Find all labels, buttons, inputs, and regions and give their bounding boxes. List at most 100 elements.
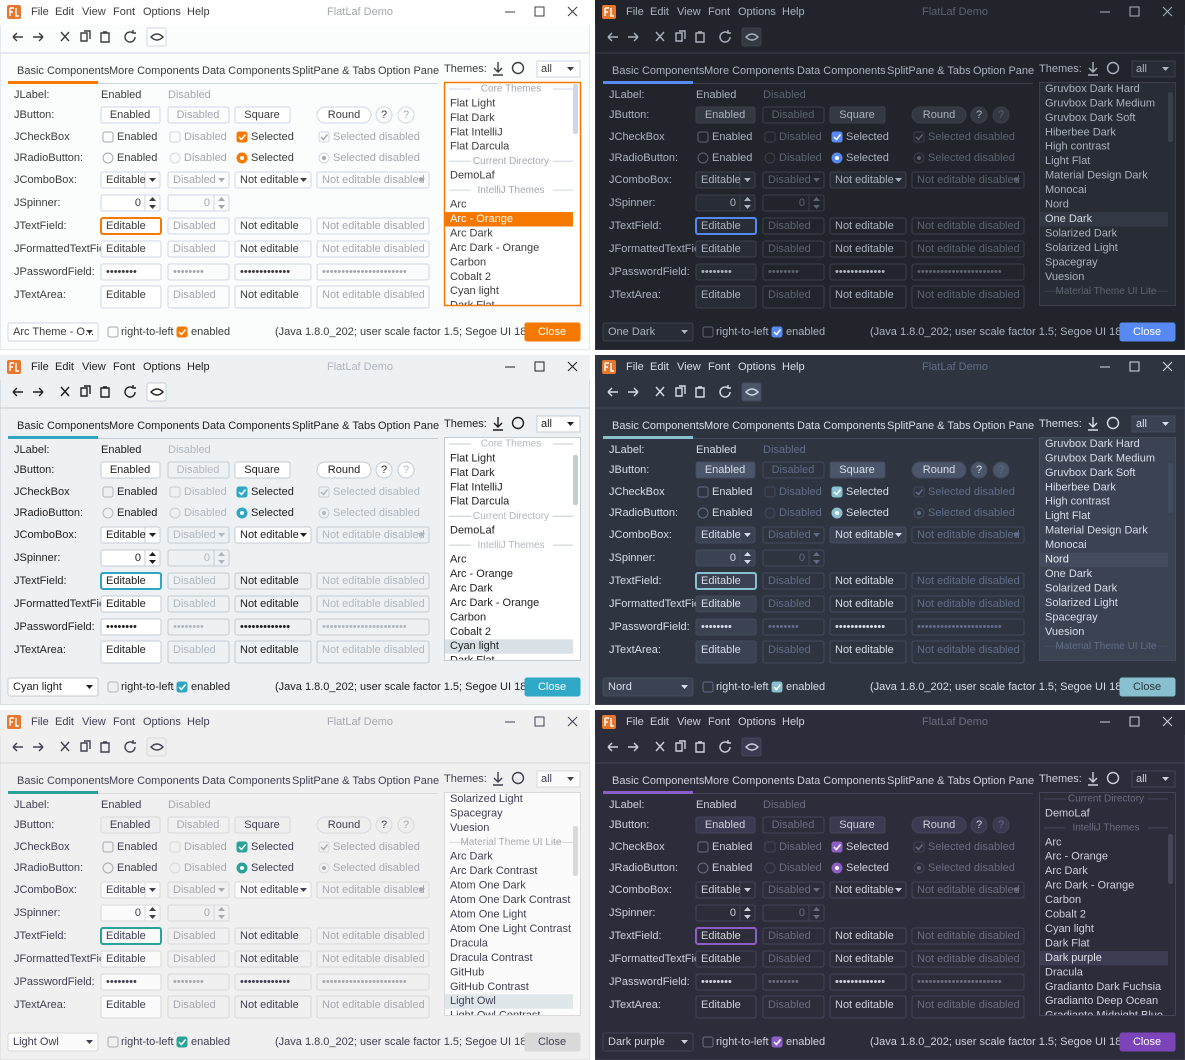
combo-text[interactable]: Not editable [835,884,894,896]
list-item[interactable]: Monocai [1045,184,1087,196]
close-button-text[interactable]: Close [538,1036,566,1048]
close-button-text[interactable]: Close [1133,681,1161,693]
list-item[interactable]: Carbon [1045,894,1081,906]
list-item[interactable]: Dracula [1045,966,1084,978]
list-item[interactable]: Vuesion [1045,271,1084,283]
checkbox-label[interactable]: Selected [251,486,294,498]
list-item[interactable]: Light Owl [450,995,496,1007]
spinner-value[interactable]: 0 [730,552,736,564]
list-item[interactable]: Hiberbee Dark [1045,126,1116,138]
list-item[interactable]: Solarized Light [450,793,523,805]
list-item[interactable]: Spacegray [1045,256,1098,268]
checkbox-label[interactable]: Enabled [712,841,752,853]
list-item[interactable]: Flat IntelliJ [450,481,503,493]
formatted-text-field-text[interactable]: Editable [106,598,146,610]
list-item[interactable]: Flat IntelliJ [450,126,503,138]
menu-item[interactable]: File [31,6,49,18]
spinner[interactable] [101,195,160,211]
list-item[interactable]: Gruvbox Dark Hard [1045,83,1140,95]
list-item[interactable]: Flat Dark [450,112,495,124]
list-item[interactable]: Dracula [450,937,489,949]
list-item[interactable]: Arc Dark - Orange [450,242,539,254]
list-item[interactable]: DemoLaf [1045,807,1091,819]
theme-combo-value[interactable]: Dark purple [608,1036,665,1048]
menu-item[interactable]: Help [782,716,805,728]
button-text[interactable]: Square [839,109,874,121]
menu-item[interactable]: View [82,6,106,18]
list-item[interactable]: Vuesion [1045,626,1084,638]
button-text[interactable]: Square [244,819,279,831]
tab[interactable]: Data Components [202,775,291,787]
menu-item[interactable]: Font [113,361,135,373]
list-item[interactable]: Flat Light [450,97,495,109]
text-field-text[interactable]: Editable [701,930,741,942]
list-item[interactable]: Gruvbox Dark Soft [1045,467,1135,479]
checkbox-label[interactable]: right-to-left [716,681,769,693]
radio-label[interactable]: Enabled [117,862,157,874]
tab[interactable]: Option Pane [378,775,439,787]
menu-item[interactable]: Font [113,716,135,728]
button-text[interactable]: Round [923,109,955,121]
spinner[interactable] [696,195,755,211]
checkbox[interactable] [177,682,187,692]
menu-item[interactable]: Options [738,6,776,18]
tab[interactable]: SplitPane & Tabs [887,420,971,432]
menu-item[interactable]: Edit [55,6,74,18]
list-item[interactable]: Arc Dark [450,582,493,594]
help-text[interactable]: ? [403,819,409,831]
tab[interactable]: Option Pane [973,65,1034,77]
checkbox-label[interactable]: right-to-left [121,1036,174,1048]
tab[interactable]: Basic Components [612,65,705,77]
list-item[interactable]: Flat Darcula [450,496,510,508]
combo-text[interactable]: Not editable [835,174,894,186]
tab[interactable]: Data Components [797,775,886,787]
radio-label[interactable]: Selected [846,507,889,519]
button-text[interactable]: Enabled [705,109,745,121]
checkbox-label[interactable]: right-to-left [121,326,174,338]
button-text[interactable]: Square [244,109,279,121]
menu-item[interactable]: Help [782,6,805,18]
menu-item[interactable]: View [82,716,106,728]
checkbox-label[interactable]: Selected [846,131,889,143]
list-item[interactable]: Gruvbox Dark Medium [1045,97,1155,109]
list-item[interactable]: Material Design Dark [1045,170,1148,182]
formatted-text-field-text[interactable]: Editable [701,953,741,965]
list-item[interactable]: Cobalt 2 [450,271,491,283]
menu-item[interactable]: Help [782,361,805,373]
checkbox-label[interactable]: enabled [191,1036,230,1048]
checkbox-label[interactable]: enabled [191,326,230,338]
theme-combo-value[interactable]: Nord [608,681,632,693]
spinner-value[interactable]: 0 [135,907,141,919]
list-item[interactable]: Nord [1045,554,1069,566]
close-button-text[interactable]: Close [1133,326,1161,338]
tab[interactable]: Basic Components [612,420,705,432]
checkbox-label[interactable]: Enabled [117,486,157,498]
combo-text[interactable]: Not editable [240,174,299,186]
menu-item[interactable]: Options [143,6,181,18]
list-item[interactable]: Dark Flat [1045,937,1090,949]
tab[interactable]: SplitPane & Tabs [292,65,376,77]
menu-item[interactable]: Help [187,361,210,373]
formatted-text-field-text[interactable]: Editable [106,953,146,965]
list-item[interactable]: GitHub [450,966,484,978]
filter-value[interactable]: all [1136,418,1147,430]
tab[interactable]: Option Pane [973,775,1034,787]
list-item[interactable]: Atom One Light Contrast [450,923,571,935]
list-item[interactable]: Arc Dark Contrast [450,865,537,877]
list-item[interactable]: Solarized Light [1045,242,1118,254]
list-item[interactable]: Gruvbox Dark Hard [1045,438,1140,450]
tab[interactable]: Data Components [797,420,886,432]
list-item[interactable]: Cyan light [1045,923,1094,935]
menu-item[interactable]: Edit [650,361,669,373]
spinner-value[interactable]: 0 [135,197,141,209]
help-text[interactable]: ? [976,464,982,476]
menu-item[interactable]: View [677,716,701,728]
list-item[interactable]: DemoLaf [450,170,496,182]
combo-text[interactable]: Not editable [240,529,299,541]
spinner[interactable] [101,905,160,921]
tab[interactable]: SplitPane & Tabs [887,65,971,77]
menu-item[interactable]: Edit [55,361,74,373]
list-item[interactable]: Arc - Orange [450,568,513,580]
list-item[interactable]: Arc - Orange [450,213,513,225]
checkbox-label[interactable]: Enabled [117,131,157,143]
